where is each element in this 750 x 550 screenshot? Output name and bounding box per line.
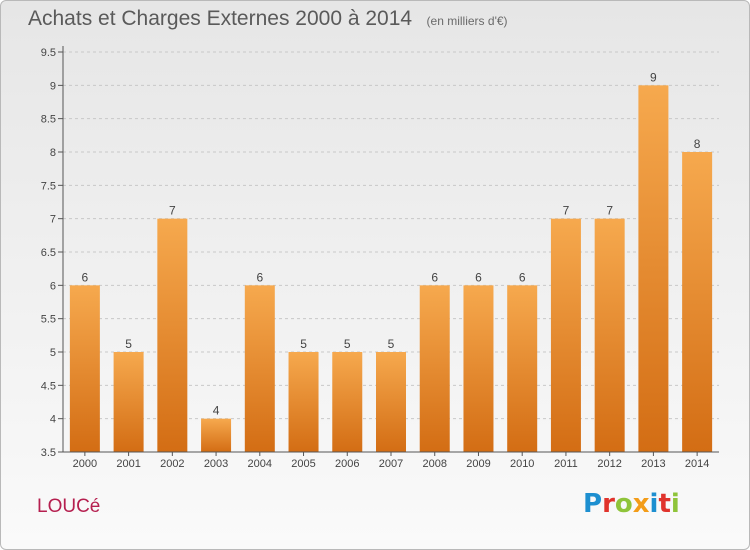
title-block: Achats et Charges Externes 2000 à 2014 (…: [28, 7, 508, 31]
bar-2010[interactable]: [507, 285, 538, 452]
bar-2013[interactable]: [638, 85, 669, 452]
logo-letter: i: [670, 489, 680, 519]
y-tick-label: 5.5: [41, 314, 56, 326]
bar-value-label: 6: [256, 270, 263, 284]
logo-letter: i: [649, 489, 659, 519]
x-tick-label: 2004: [248, 458, 272, 470]
bar-2012[interactable]: [594, 218, 625, 452]
x-tick-label: 2012: [597, 458, 621, 470]
x-tick-label: 2014: [685, 458, 709, 470]
bar-value-label: 6: [431, 270, 438, 284]
x-tick-label: 2001: [116, 458, 140, 470]
bars: 6 5 7 4 6 5 5 5 6 6 6 7 7 9 8: [69, 70, 713, 452]
bar-value-label: 4: [213, 404, 220, 418]
bar-value-label: 6: [475, 270, 482, 284]
y-tick-label: 3.5: [41, 447, 56, 459]
x-tick-label: 2010: [510, 458, 534, 470]
x-tick-label: 2013: [641, 458, 665, 470]
bar-value-label: 7: [169, 204, 176, 218]
y-tick-label: 8.5: [41, 114, 56, 126]
bar-value-label: 5: [344, 337, 351, 351]
y-tick-label: 9: [50, 80, 56, 92]
logo-letter: x: [632, 489, 650, 519]
logo-letter: o: [614, 489, 633, 519]
bar-2011[interactable]: [550, 218, 581, 452]
chart-title: Achats et Charges Externes 2000 à 2014: [28, 7, 413, 30]
x-tick-label: 2008: [422, 458, 446, 470]
chart-subtitle: (en milliers d'€): [426, 14, 508, 28]
x-tick-label: 2003: [204, 458, 228, 470]
bar-value-label: 6: [519, 270, 526, 284]
bar-value-label: 5: [300, 337, 307, 351]
bar-value-label: 5: [388, 337, 395, 351]
logo-letter: P: [583, 489, 603, 519]
bar-2004[interactable]: [244, 285, 275, 452]
bar-2014[interactable]: [682, 152, 713, 452]
bar-value-label: 9: [650, 70, 657, 84]
y-tick-label: 4: [50, 414, 56, 426]
x-tick-label: 2006: [335, 458, 359, 470]
logo-letter: t: [658, 489, 671, 519]
y-tick-label: 8: [50, 147, 56, 159]
x-tick-label: 2009: [466, 458, 490, 470]
x-tick-label: 2000: [73, 458, 97, 470]
bar-2009[interactable]: [463, 285, 494, 452]
proxiti-logo[interactable]: Proxiti: [583, 489, 680, 519]
y-tick-label: 6.5: [41, 247, 56, 259]
y-tick-label: 5: [50, 347, 56, 359]
bar-2005[interactable]: [288, 352, 319, 452]
bar-2003[interactable]: [201, 418, 232, 452]
y-tick-label: 6: [50, 280, 56, 292]
y-tick-label: 7: [50, 214, 56, 226]
bar-2001[interactable]: [113, 352, 144, 452]
bar-2008[interactable]: [419, 285, 450, 452]
bar-value-label: 7: [563, 204, 570, 218]
bar-value-label: 6: [82, 270, 89, 284]
bar-2006[interactable]: [332, 352, 363, 452]
bar-value-label: 7: [606, 204, 613, 218]
y-tick-label: 7.5: [41, 180, 56, 192]
bar-2000[interactable]: [69, 285, 100, 452]
x-tick-label: 2002: [160, 458, 184, 470]
x-tick-label: 2011: [554, 458, 578, 470]
y-tick-label: 9.5: [41, 47, 56, 59]
logo-letter: r: [602, 489, 615, 519]
bar-value-label: 8: [694, 137, 701, 151]
place-name: LOUCé: [37, 496, 101, 517]
x-tick-label: 2007: [379, 458, 403, 470]
bar-value-label: 5: [125, 337, 132, 351]
x-tick-label: 2005: [291, 458, 315, 470]
axes: 3.5 4 4.5 5 5.5 6 6.5 7 7.5 8 8.5 9 9.5 2000 2001 2002 2…: [41, 46, 719, 470]
bar-2002[interactable]: [157, 218, 188, 452]
bar-2007[interactable]: [376, 352, 406, 452]
y-tick-label: 4.5: [41, 380, 56, 392]
